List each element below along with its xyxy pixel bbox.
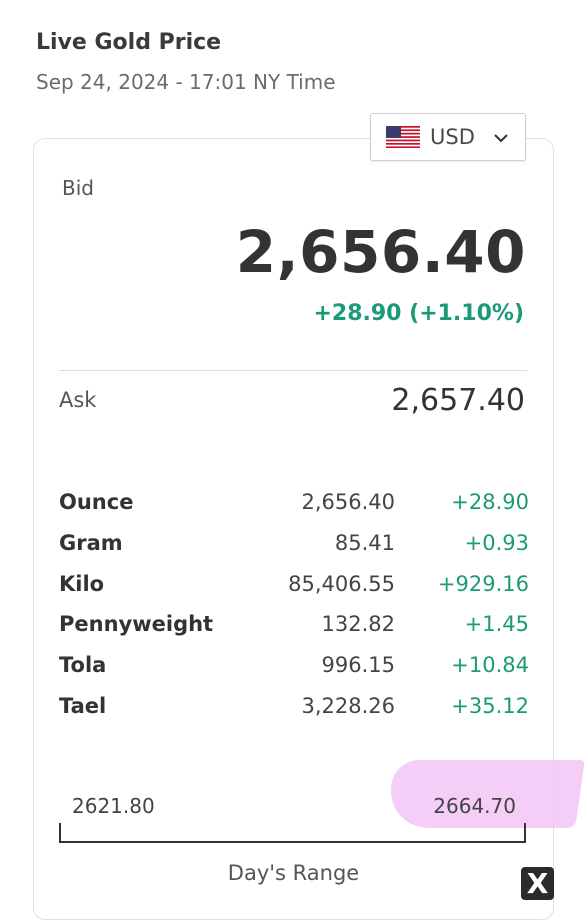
- unit-row-ounce: Ounce 2,656.40 +28.90: [59, 488, 529, 529]
- currency-label: USD: [430, 125, 475, 149]
- currency-select[interactable]: USD: [370, 113, 526, 161]
- unit-price: 2,656.40: [301, 490, 395, 514]
- bid-label: Bid: [62, 176, 94, 200]
- range-low: 2621.80: [72, 794, 155, 818]
- unit-row-tael: Tael 3,228.26 +35.12: [59, 692, 529, 733]
- us-flag-icon: [386, 126, 420, 148]
- unit-name: Tola: [59, 653, 107, 678]
- divider: [59, 370, 527, 371]
- unit-name: Pennyweight: [59, 612, 214, 637]
- unit-price: 85,406.55: [288, 571, 395, 596]
- unit-change: +35.12: [451, 693, 529, 718]
- unit-row-gram: Gram 85.41 +0.93: [59, 529, 529, 570]
- page-title: Live Gold Price: [36, 30, 222, 55]
- unit-price: 85.41: [334, 530, 395, 555]
- range-high: 2664.70: [433, 794, 516, 818]
- unit-row-tola: Tola 996.15 +10.84: [59, 651, 529, 692]
- unit-row-pennyweight: Pennyweight 132.82 +1.45: [59, 610, 529, 651]
- unit-price: 3,228.26: [301, 693, 395, 718]
- close-button[interactable]: X: [521, 867, 554, 900]
- range-label: Day's Range: [227, 861, 360, 885]
- unit-change: +10.84: [451, 653, 529, 678]
- ask-label: Ask: [59, 388, 97, 412]
- unit-price-table: Ounce 2,656.40 +28.90 Gram 85.41 +0.93 K…: [59, 488, 529, 733]
- ask-price: 2,657.40: [391, 383, 525, 418]
- unit-change: +1.45: [464, 612, 529, 637]
- unit-row-kilo: Kilo 85,406.55 +929.16: [59, 570, 529, 611]
- unit-price: 132.82: [321, 612, 395, 637]
- bid-change: +28.90 (+1.10%): [313, 301, 524, 326]
- unit-change: +28.90: [451, 490, 529, 514]
- unit-name: Tael: [59, 693, 107, 718]
- unit-name: Ounce: [59, 490, 134, 514]
- bid-price: 2,656.40: [235, 218, 526, 286]
- unit-price: 996.15: [321, 653, 395, 678]
- unit-change: +0.93: [464, 530, 529, 555]
- timestamp: Sep 24, 2024 - 17:01 NY Time: [36, 70, 336, 94]
- range-bar: [59, 823, 526, 843]
- chevron-down-icon: [494, 134, 508, 143]
- unit-change: +929.16: [437, 571, 529, 596]
- unit-name: Gram: [59, 530, 123, 555]
- unit-name: Kilo: [59, 571, 105, 596]
